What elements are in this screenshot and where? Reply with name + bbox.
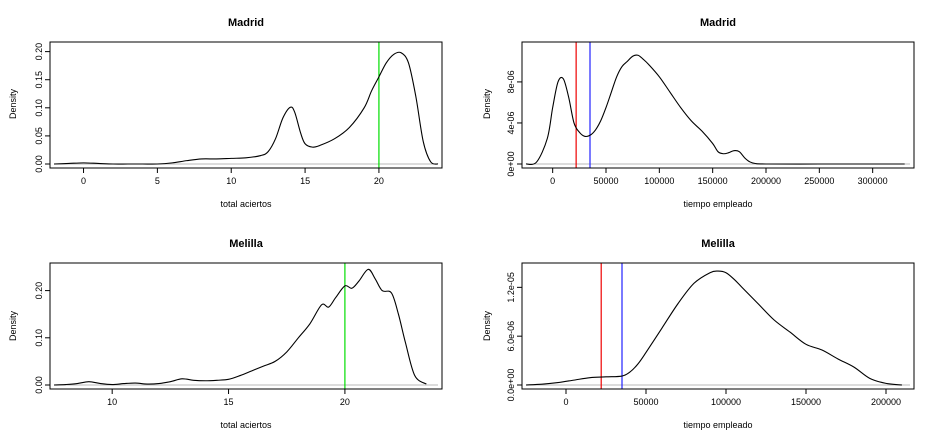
panel-madrid-total-aciertos: Madrid total aciertos Density 0 5 10 15 20 0.… — [8, 17, 443, 209]
y-tick-label: 0.20 — [34, 282, 44, 300]
y-axis-label: Density — [482, 310, 492, 341]
y-tick-label: 0.05 — [34, 127, 44, 145]
panel-madrid-tiempo-empleado: Madrid tiempo empleado Density 0 50000 100… — [482, 17, 915, 209]
y-tick-label: 0.20 — [34, 43, 44, 61]
y-tick-label: 4e-06 — [506, 111, 516, 134]
y-tick-label: 8e-06 — [506, 70, 516, 93]
x-tick-label: 250000 — [804, 176, 834, 186]
x-tick-label: 150000 — [791, 397, 821, 407]
y-tick-label: 0.0e+00 — [506, 369, 516, 402]
x-axis-label: tiempo empleado — [683, 420, 752, 430]
x-tick-label: 20 — [340, 397, 350, 407]
plot-frame — [49, 262, 443, 390]
x-tick-label: 300000 — [858, 176, 888, 186]
density-curve — [525, 54, 905, 165]
y-axis-label: Density — [8, 310, 18, 341]
y-tick-label: 0.10 — [34, 329, 44, 347]
y-tick-label: 1.2e-05 — [506, 272, 516, 303]
x-tick-label: 20 — [374, 176, 384, 186]
plot-frame — [49, 41, 443, 169]
x-axis-label: tiempo empleado — [683, 199, 752, 209]
x-tick-label: 150000 — [698, 176, 728, 186]
panel-melilla-tiempo-empleado: Melilla tiempo empleado Density 0 50000 10… — [482, 238, 915, 430]
density-curve — [53, 268, 427, 386]
y-tick-label: 0e+00 — [506, 151, 516, 176]
x-tick-label: 0 — [563, 397, 568, 407]
x-axis-label: total aciertos — [220, 199, 272, 209]
x-tick-label: 10 — [107, 397, 117, 407]
y-axis-label: Density — [8, 88, 18, 119]
panel-title: Madrid — [700, 17, 736, 29]
x-tick-label: 5 — [155, 176, 160, 186]
x-tick-label: 100000 — [711, 397, 741, 407]
y-tick-label: 0.15 — [34, 71, 44, 89]
x-tick-label: 200000 — [871, 397, 901, 407]
x-tick-label: 50000 — [593, 176, 618, 186]
x-tick-label: 15 — [224, 397, 234, 407]
x-tick-label: 10 — [226, 176, 236, 186]
density-curve — [53, 51, 439, 165]
panel-title: Madrid — [228, 17, 264, 29]
x-tick-label: 15 — [300, 176, 310, 186]
x-tick-label: 100000 — [644, 176, 674, 186]
panel-melilla-total-aciertos: Melilla total aciertos Density 10 15 20 0.0… — [8, 238, 443, 430]
plot-frame — [521, 41, 915, 169]
y-axis-label: Density — [482, 88, 492, 119]
plot-frame — [521, 262, 915, 390]
x-tick-label: 0 — [550, 176, 555, 186]
x-tick-label: 200000 — [751, 176, 781, 186]
y-tick-label: 0.10 — [34, 99, 44, 117]
panel-title: Melilla — [701, 238, 736, 250]
x-tick-label: 0 — [81, 176, 86, 186]
panel-title: Melilla — [229, 238, 264, 250]
x-tick-label: 50000 — [633, 397, 658, 407]
y-tick-label: 6.0e-06 — [506, 321, 516, 352]
y-tick-label: 0.00 — [34, 376, 44, 394]
x-axis-label: total aciertos — [220, 420, 272, 430]
y-tick-label: 0.00 — [34, 155, 44, 173]
density-curve — [525, 270, 903, 386]
